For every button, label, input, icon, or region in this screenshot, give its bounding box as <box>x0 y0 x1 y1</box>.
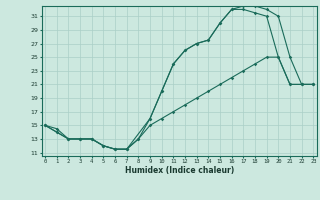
X-axis label: Humidex (Indice chaleur): Humidex (Indice chaleur) <box>124 166 234 175</box>
